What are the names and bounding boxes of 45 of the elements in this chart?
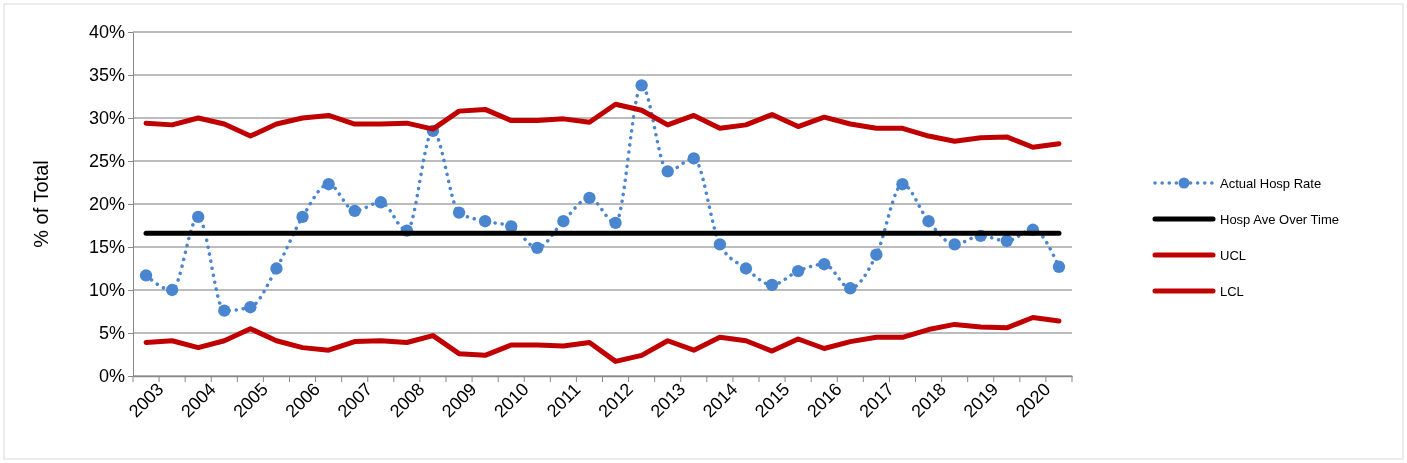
y-tick-label: 15% <box>88 237 125 258</box>
y-tick-label: 0% <box>98 366 125 387</box>
y-tick-label: 40% <box>88 22 125 43</box>
point <box>557 215 570 228</box>
point <box>192 210 205 224</box>
point <box>348 204 361 218</box>
point <box>296 210 309 224</box>
y-tick-label: 10% <box>88 280 125 301</box>
point <box>244 301 257 314</box>
point <box>661 165 674 178</box>
point <box>635 79 648 92</box>
point <box>452 206 466 219</box>
point <box>322 178 335 191</box>
point <box>270 262 283 275</box>
point <box>139 269 153 282</box>
point <box>713 238 727 251</box>
point <box>583 191 596 205</box>
point <box>374 196 387 209</box>
point <box>844 282 857 295</box>
point <box>687 152 700 165</box>
point <box>765 278 779 292</box>
point <box>818 258 831 271</box>
point <box>531 241 544 255</box>
point <box>609 216 622 230</box>
point <box>478 215 492 228</box>
point <box>1000 234 1013 248</box>
legend-label: LCL <box>1220 284 1244 299</box>
y-tick-label: 30% <box>88 108 125 129</box>
point <box>922 215 935 228</box>
point <box>896 178 909 191</box>
y-tick-label: 35% <box>88 65 125 86</box>
y-tick-label: 20% <box>88 194 125 215</box>
point <box>739 262 753 275</box>
point <box>948 238 961 251</box>
point <box>165 283 179 297</box>
y-tick-label: 5% <box>98 323 125 344</box>
y-axis-title: % of Total <box>30 160 52 248</box>
point <box>1052 260 1066 273</box>
legend-label: Hosp Ave Over Time <box>1220 212 1339 227</box>
legend-label: Actual Hosp Rate <box>1220 176 1322 191</box>
point <box>218 304 231 317</box>
y-tick-label: 25% <box>88 151 125 172</box>
point <box>791 264 805 278</box>
legend-label: UCL <box>1220 248 1247 263</box>
point <box>870 248 883 261</box>
